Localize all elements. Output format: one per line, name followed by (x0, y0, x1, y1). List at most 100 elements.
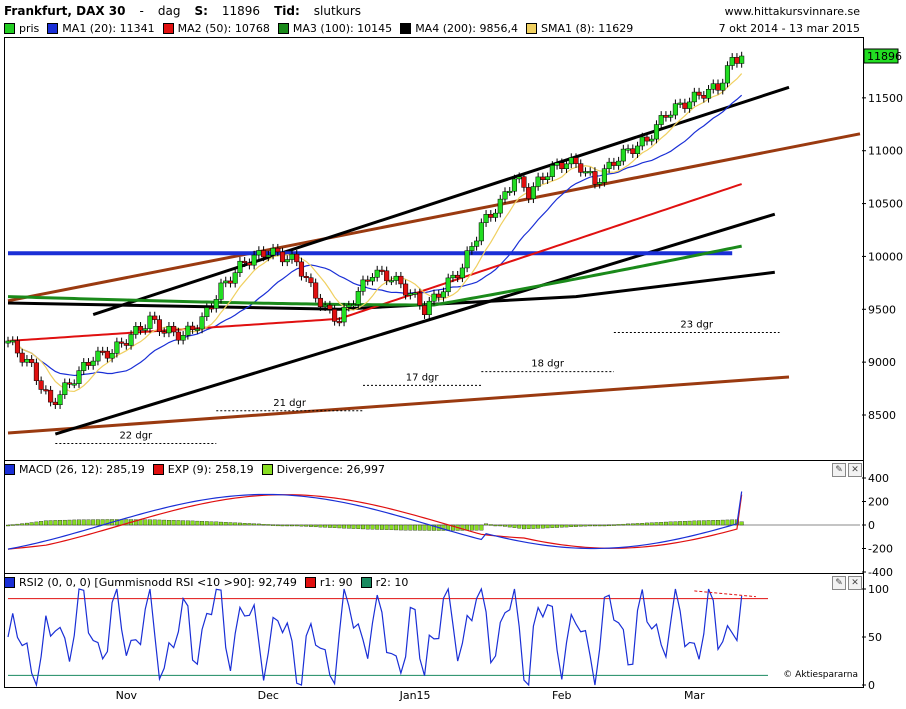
trend-line-lower-brown (7, 375, 790, 435)
candle (611, 161, 617, 166)
divergence-bar (545, 524, 550, 529)
rsi-panel[interactable] (4, 573, 864, 688)
legend-swatch (400, 22, 412, 34)
candle (649, 138, 655, 142)
legend-label: pris (19, 21, 40, 35)
span-label: 22 dgr (119, 431, 153, 442)
divergence-bar (280, 524, 285, 527)
divergence-bar (588, 524, 593, 527)
divergence-bar (39, 521, 44, 526)
candle (10, 340, 16, 343)
legend-swatch (47, 22, 59, 34)
date-range: 7 okt 2014 - 13 mar 2015 (718, 22, 860, 35)
candle (66, 382, 73, 385)
candle (644, 136, 650, 142)
candle (85, 362, 92, 366)
divergence-bar (195, 520, 200, 526)
s-value: 11896 (221, 4, 261, 18)
divergence-bar (91, 519, 96, 526)
divergence-bar (640, 523, 645, 526)
legend-label: MA1 (20): 11341 (62, 21, 155, 35)
chart-header: Frankfurt, DAX 30- dag S: 11896 Tid: slutkurs (4, 4, 375, 18)
candle (393, 275, 399, 281)
candle (663, 115, 669, 118)
candle (379, 269, 385, 272)
candle (175, 331, 181, 341)
legend-item: MACD (26, 12): 285,19 (4, 463, 145, 476)
divergence-bar (323, 524, 328, 528)
divergence-bar (370, 524, 375, 530)
y-tick-label: 10500 (868, 198, 903, 211)
rsi-close-icon[interactable]: ✕ (848, 576, 862, 590)
divergence-bar (521, 524, 526, 530)
candle (639, 136, 645, 147)
rsi-settings-icon[interactable]: ✎ (832, 576, 846, 590)
legend-item: Divergence: 26,997 (261, 463, 385, 476)
x-month-label: Mar (684, 689, 705, 702)
legend-item: EXP (9): 258,19 (152, 463, 254, 476)
x-month-label: Feb (552, 689, 571, 702)
candle (403, 283, 409, 296)
site-url[interactable]: www.hittakursvinnare.se (724, 5, 860, 18)
candle (407, 293, 413, 296)
candle (469, 246, 475, 251)
divergence-bar (72, 519, 77, 526)
legend-label: RSI2 (0, 0, 0) [Gummisnodd RSI <10 >90]:… (19, 575, 297, 589)
divergence-bar (6, 524, 10, 527)
candle (535, 176, 541, 187)
divergence-bar (422, 524, 427, 531)
candle (715, 83, 721, 91)
candle (625, 148, 631, 151)
divergence-bar (181, 520, 186, 526)
legend-item: MA4 (200): 9856,4 (400, 22, 518, 35)
legend-label: r1: 90 (319, 575, 353, 589)
candle (398, 275, 404, 285)
candle (350, 304, 357, 307)
legend-swatch (4, 576, 15, 588)
legend-swatch (525, 22, 537, 34)
candle (194, 328, 200, 331)
candle (251, 254, 257, 266)
candle (677, 102, 683, 105)
divergence-bar (294, 524, 299, 527)
divergence-bar (654, 522, 659, 526)
divergence-bar (630, 523, 635, 526)
ma2-line (7, 183, 742, 342)
divergence-bar (34, 521, 39, 526)
divergence-bar (564, 524, 569, 528)
macd-y-tick-label: 200 (868, 496, 889, 509)
candle (507, 190, 513, 193)
divergence-bar (725, 519, 730, 526)
candle (426, 300, 432, 315)
legend-label: MA3 (100): 10145 (292, 21, 393, 35)
exp-line (7, 494, 743, 550)
candle (384, 270, 390, 282)
divergence-bar (223, 522, 228, 526)
candle (308, 277, 314, 284)
divergence-bar (58, 520, 63, 526)
macd-panel-buttons: ✎ ✕ (832, 463, 862, 477)
macd-settings-icon[interactable]: ✎ (832, 463, 846, 477)
x-month-label: Jan15 (399, 689, 431, 702)
legend-label: r2: 10 (375, 575, 409, 589)
divergence-bar (493, 524, 498, 527)
legend-item: pris (4, 22, 39, 35)
divergence-bar (659, 522, 664, 526)
rsi-panel-buttons: ✎ ✕ (832, 576, 862, 590)
candle (521, 176, 527, 188)
divergence-bar (95, 519, 100, 526)
macd-close-icon[interactable]: ✕ (848, 463, 862, 477)
divergence-bar (469, 524, 474, 531)
macd-legend: MACD (26, 12): 285,19 EXP (9): 258,19 Dive… (4, 462, 393, 476)
divergence-bar (474, 524, 479, 531)
divergence-bar (332, 524, 337, 528)
divergence-bar (361, 524, 365, 530)
divergence-bar (663, 521, 668, 526)
divergence-bar (290, 524, 294, 527)
divergence-bar (209, 521, 214, 526)
divergence-bar (673, 521, 678, 526)
candle (265, 254, 271, 258)
candle (374, 269, 380, 278)
candle (29, 359, 35, 364)
divergence-bar (394, 524, 399, 531)
